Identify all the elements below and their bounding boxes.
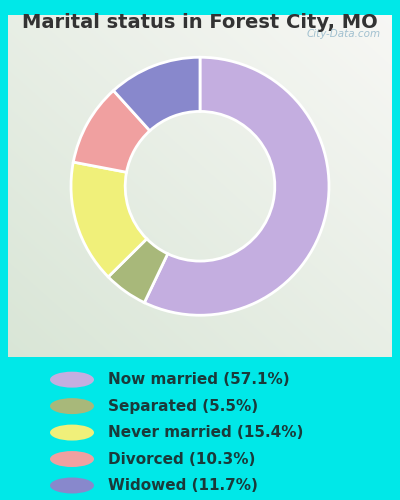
Text: Widowed (11.7%): Widowed (11.7%)	[108, 478, 258, 493]
Wedge shape	[114, 57, 200, 131]
Wedge shape	[144, 57, 329, 315]
Circle shape	[50, 372, 94, 388]
Wedge shape	[73, 90, 150, 172]
Text: City-Data.com: City-Data.com	[306, 28, 380, 38]
Circle shape	[50, 424, 94, 440]
Text: Marital status in Forest City, MO: Marital status in Forest City, MO	[22, 12, 378, 32]
Wedge shape	[108, 239, 168, 302]
Circle shape	[50, 398, 94, 414]
Text: Now married (57.1%): Now married (57.1%)	[108, 372, 290, 387]
Text: Separated (5.5%): Separated (5.5%)	[108, 398, 258, 413]
Circle shape	[50, 478, 94, 494]
Circle shape	[50, 451, 94, 467]
Text: Never married (15.4%): Never married (15.4%)	[108, 425, 303, 440]
Wedge shape	[71, 162, 147, 277]
Text: Divorced (10.3%): Divorced (10.3%)	[108, 452, 255, 466]
